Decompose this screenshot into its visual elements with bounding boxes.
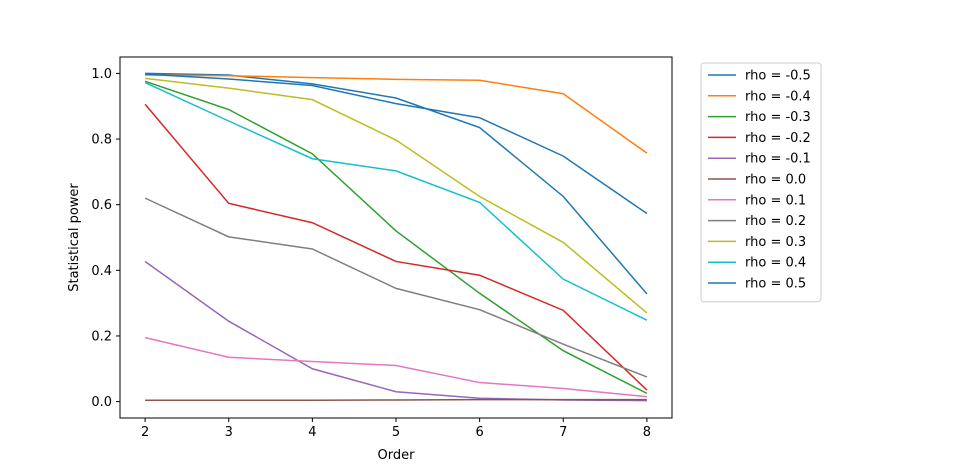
- x-tick-label: 3: [225, 425, 233, 440]
- y-tick-label: 1.0: [91, 67, 112, 82]
- series-line-8: [145, 77, 648, 314]
- legend-entry-label: rho = 0.3: [745, 235, 806, 250]
- legend-entry-label: rho = -0.2: [745, 131, 811, 146]
- legend-entry-label: rho = -0.3: [745, 110, 811, 125]
- x-tick-label: 2: [141, 425, 149, 440]
- series-line-4: [144, 260, 647, 402]
- x-axis-label: Order: [378, 448, 416, 463]
- series-line-2: [144, 80, 648, 395]
- x-tick-label: 6: [475, 425, 483, 440]
- legend-entry-label: rho = 0.1: [745, 193, 806, 208]
- x-tick-label: 7: [559, 425, 567, 440]
- y-axis-label: Statistical power: [67, 183, 82, 292]
- legend-entry-label: rho = 0.5: [745, 277, 806, 292]
- legend: rho = -0.5 rho = -0.4 rho = -0.3 rho = -0.2…: [700, 62, 822, 303]
- x-axis: 2 3 4 5 6 7 8: [141, 418, 651, 440]
- series-lines: [144, 72, 648, 402]
- x-tick-label: 8: [643, 425, 651, 440]
- legend-entry-label: rho = 0.2: [745, 214, 806, 229]
- series-line-3: [144, 103, 648, 391]
- y-axis: 0.0 0.2 0.4 0.6 0.8 1.0: [91, 67, 120, 410]
- y-tick-label: 0.4: [91, 264, 112, 279]
- series-line-10: [145, 73, 648, 215]
- y-tick-label: 0.6: [91, 198, 112, 213]
- x-tick-label: 4: [308, 425, 316, 440]
- series-line-9: [144, 81, 648, 321]
- series-line-5: [145, 398, 647, 402]
- legend-entry-label: rho = -0.4: [745, 89, 811, 104]
- y-tick-label: 0.0: [91, 395, 112, 410]
- legend-entry-label: rho = 0.0: [745, 173, 806, 188]
- legend-entry-label: rho = 0.4: [745, 256, 806, 271]
- y-tick-label: 0.8: [91, 133, 112, 148]
- legend-entry-label: rho = -0.1: [745, 152, 811, 167]
- y-tick-label: 0.2: [91, 329, 112, 344]
- series-line-1: [145, 74, 648, 154]
- legend-entry-label: rho = -0.5: [745, 69, 811, 84]
- series-line-6: [144, 336, 647, 398]
- x-tick-label: 5: [392, 425, 400, 440]
- series-line-7: [144, 197, 648, 378]
